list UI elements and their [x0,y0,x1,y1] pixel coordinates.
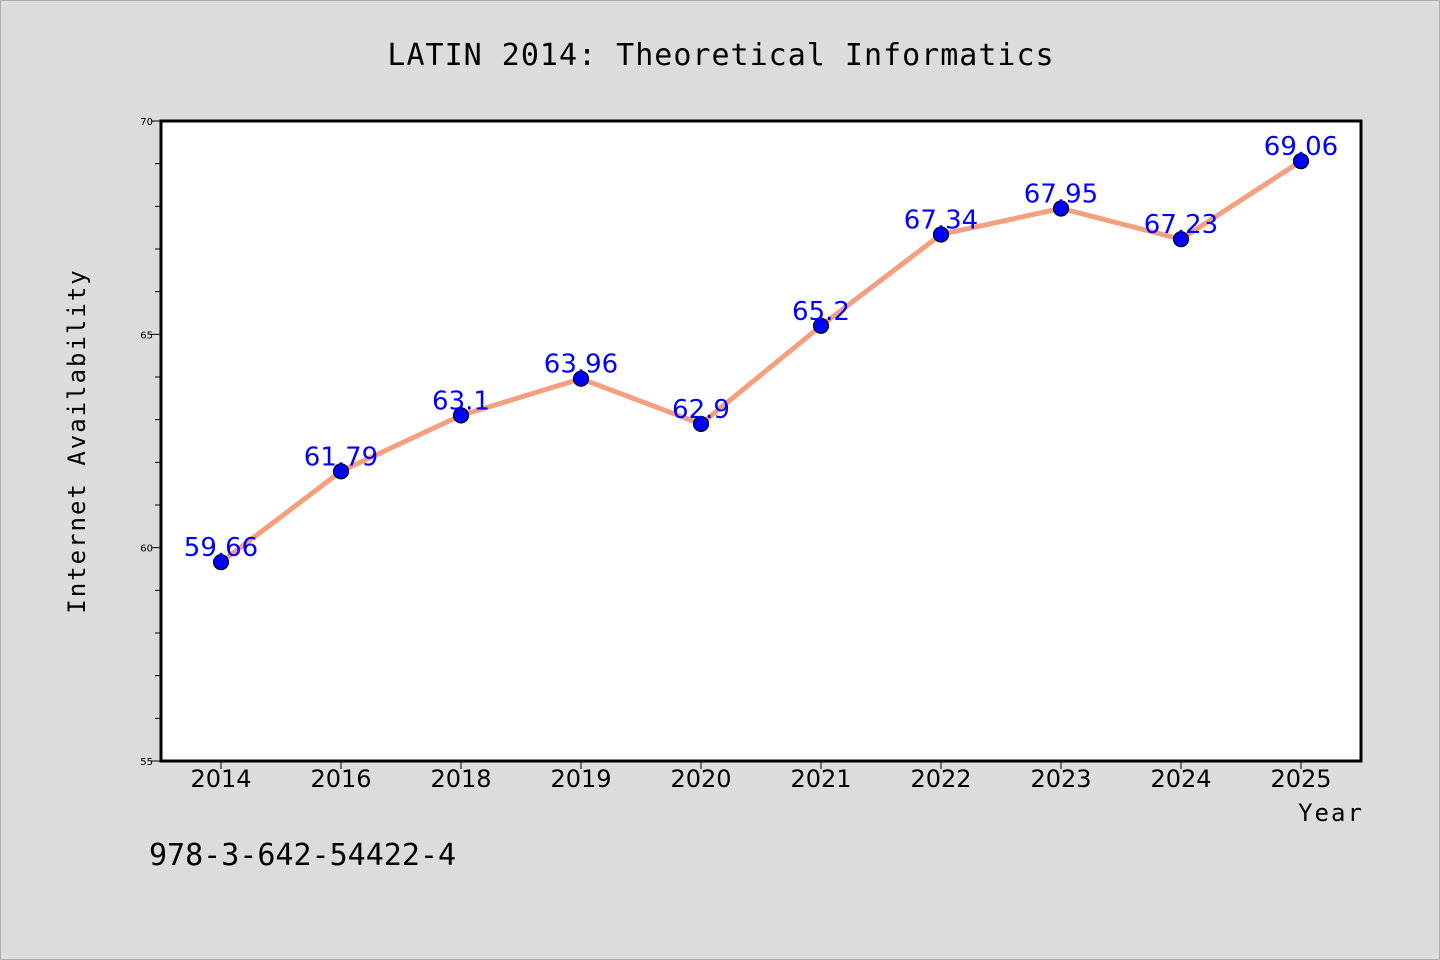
data-point [572,370,590,387]
data-label: 62.9 [672,395,730,425]
y-tick-label: 55 [140,757,153,768]
x-tick-label: 2018 [430,765,491,793]
data-label: 63.1 [432,386,490,416]
data-point [212,554,230,571]
data-label: 69.06 [1264,132,1338,162]
y-axis-label: Internet Availability [63,268,91,613]
data-point [1172,231,1190,248]
x-tick-label: 2023 [1030,765,1091,793]
x-tick-label: 2021 [790,765,851,793]
x-tick-label: 2024 [1150,765,1211,793]
x-tick-label: 2020 [670,765,731,793]
data-label: 65.2 [792,297,850,327]
y-axis: 55 60 65 70 [140,117,161,768]
data-point [692,415,710,433]
y-tick-label: 70 [140,117,153,128]
data-point [1292,153,1310,170]
data-point [332,463,350,480]
plot-area [159,119,1363,763]
data-point [452,407,470,424]
data-points [212,153,1310,571]
x-tick-label: 2025 [1270,765,1331,793]
data-label: 67.23 [1144,210,1218,240]
availability-line [218,158,1304,565]
data-label: 67.95 [1024,179,1098,209]
x-tick-label: 2022 [910,765,971,793]
data-label: 59.66 [184,533,258,563]
x-tick-label: 2016 [310,765,371,793]
data-label: 61.79 [304,442,378,472]
data-label: 67.34 [904,205,978,235]
y-tick-label: 60 [140,544,153,555]
data-point [812,317,830,334]
series-line [218,158,1304,565]
data-labels: 59.66 61.79 63.1 63.96 62.9 65.2 67.34 67.95 67.… [184,132,1338,563]
x-tick-label: 2019 [550,765,611,793]
data-point [1052,200,1070,217]
x-tick-label: 2014 [190,765,251,793]
data-point [932,226,950,243]
chart-title: LATIN 2014: Theoretical Informatics [387,38,1054,73]
x-axis: 2014 2016 2018 2019 2020 2021 2022 2023 2024 2025 [190,761,1332,793]
x-axis-label: Year [1298,799,1364,827]
y-tick-label: 65 [140,330,153,341]
data-label: 63.96 [544,350,618,380]
isbn-footnote: 978-3-642-54422-4 [149,838,456,873]
